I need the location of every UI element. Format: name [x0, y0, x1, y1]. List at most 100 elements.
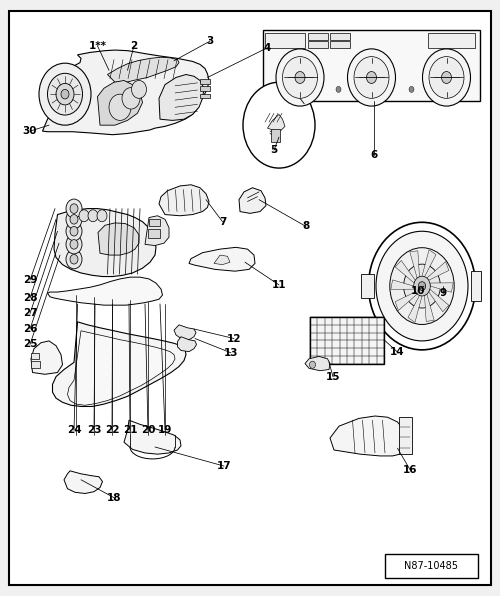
- Bar: [31, 361, 40, 368]
- Text: 22: 22: [105, 426, 120, 435]
- Bar: [265, 33, 305, 48]
- Text: 28: 28: [23, 293, 37, 303]
- Text: 17: 17: [216, 461, 232, 471]
- Polygon shape: [424, 294, 434, 321]
- Text: 21: 21: [123, 426, 137, 435]
- Circle shape: [66, 235, 82, 254]
- Circle shape: [366, 72, 376, 83]
- Bar: [308, 41, 328, 48]
- Circle shape: [70, 240, 78, 249]
- Polygon shape: [430, 283, 453, 292]
- Polygon shape: [159, 74, 204, 120]
- Text: 30: 30: [23, 126, 37, 136]
- Text: 1**: 1**: [88, 41, 106, 51]
- Bar: [310, 317, 384, 364]
- Circle shape: [97, 210, 107, 222]
- Polygon shape: [239, 188, 266, 213]
- Bar: [31, 353, 38, 359]
- Polygon shape: [52, 322, 186, 406]
- Text: 10: 10: [411, 286, 425, 296]
- Circle shape: [66, 210, 82, 229]
- Circle shape: [122, 88, 140, 109]
- Bar: [200, 86, 210, 91]
- Circle shape: [390, 248, 454, 324]
- Polygon shape: [98, 80, 142, 125]
- Text: 8: 8: [302, 222, 310, 231]
- Circle shape: [39, 63, 91, 125]
- Circle shape: [66, 222, 82, 241]
- Circle shape: [70, 215, 78, 224]
- Text: 27: 27: [22, 309, 38, 318]
- Bar: [470, 271, 480, 301]
- Bar: [262, 30, 480, 101]
- Circle shape: [70, 226, 78, 236]
- Circle shape: [243, 82, 315, 168]
- Circle shape: [295, 72, 305, 83]
- Polygon shape: [42, 50, 209, 135]
- Bar: [385, 554, 478, 578]
- Circle shape: [368, 222, 476, 350]
- Circle shape: [442, 72, 452, 83]
- Polygon shape: [408, 296, 422, 322]
- Text: 6: 6: [370, 150, 378, 160]
- Circle shape: [348, 49, 396, 106]
- Polygon shape: [174, 325, 196, 340]
- Polygon shape: [422, 250, 436, 277]
- Polygon shape: [98, 223, 139, 255]
- Circle shape: [61, 89, 69, 99]
- Polygon shape: [178, 337, 197, 352]
- Circle shape: [404, 264, 440, 308]
- Bar: [271, 129, 280, 142]
- Text: 26: 26: [23, 324, 37, 334]
- Circle shape: [282, 57, 318, 98]
- Bar: [149, 219, 160, 226]
- Circle shape: [336, 86, 341, 92]
- Bar: [308, 33, 328, 40]
- Circle shape: [88, 210, 98, 222]
- Circle shape: [429, 57, 464, 98]
- Polygon shape: [108, 57, 179, 82]
- Circle shape: [354, 57, 389, 98]
- Polygon shape: [159, 185, 209, 216]
- Text: 19: 19: [158, 426, 172, 435]
- Polygon shape: [395, 292, 417, 311]
- Circle shape: [310, 361, 316, 368]
- Text: N87-10485: N87-10485: [404, 561, 458, 571]
- Bar: [428, 33, 475, 48]
- Circle shape: [70, 204, 78, 213]
- Text: 13: 13: [224, 348, 238, 358]
- Bar: [361, 274, 374, 298]
- Circle shape: [70, 254, 78, 264]
- Text: 18: 18: [107, 493, 121, 502]
- Text: 25: 25: [23, 340, 37, 349]
- Text: 9: 9: [440, 288, 446, 298]
- Text: 11: 11: [272, 280, 286, 290]
- Polygon shape: [427, 262, 449, 280]
- Polygon shape: [395, 260, 415, 283]
- Circle shape: [409, 86, 414, 92]
- Circle shape: [422, 49, 470, 106]
- Polygon shape: [305, 356, 330, 371]
- Circle shape: [48, 73, 82, 115]
- Text: 23: 23: [87, 426, 101, 435]
- Polygon shape: [189, 247, 255, 271]
- Text: 4: 4: [264, 43, 271, 52]
- Bar: [330, 33, 350, 40]
- Circle shape: [418, 282, 426, 290]
- Polygon shape: [48, 277, 162, 305]
- Polygon shape: [330, 416, 406, 456]
- Circle shape: [66, 199, 82, 218]
- Circle shape: [109, 94, 131, 120]
- Circle shape: [376, 231, 468, 341]
- Polygon shape: [428, 289, 449, 312]
- Polygon shape: [124, 420, 181, 454]
- Text: 7: 7: [219, 217, 226, 226]
- Circle shape: [276, 49, 324, 106]
- Text: 16: 16: [403, 465, 417, 474]
- Circle shape: [414, 276, 430, 296]
- Polygon shape: [68, 331, 175, 405]
- Circle shape: [132, 80, 146, 98]
- Polygon shape: [410, 251, 420, 278]
- Bar: [330, 41, 350, 48]
- Polygon shape: [145, 216, 169, 246]
